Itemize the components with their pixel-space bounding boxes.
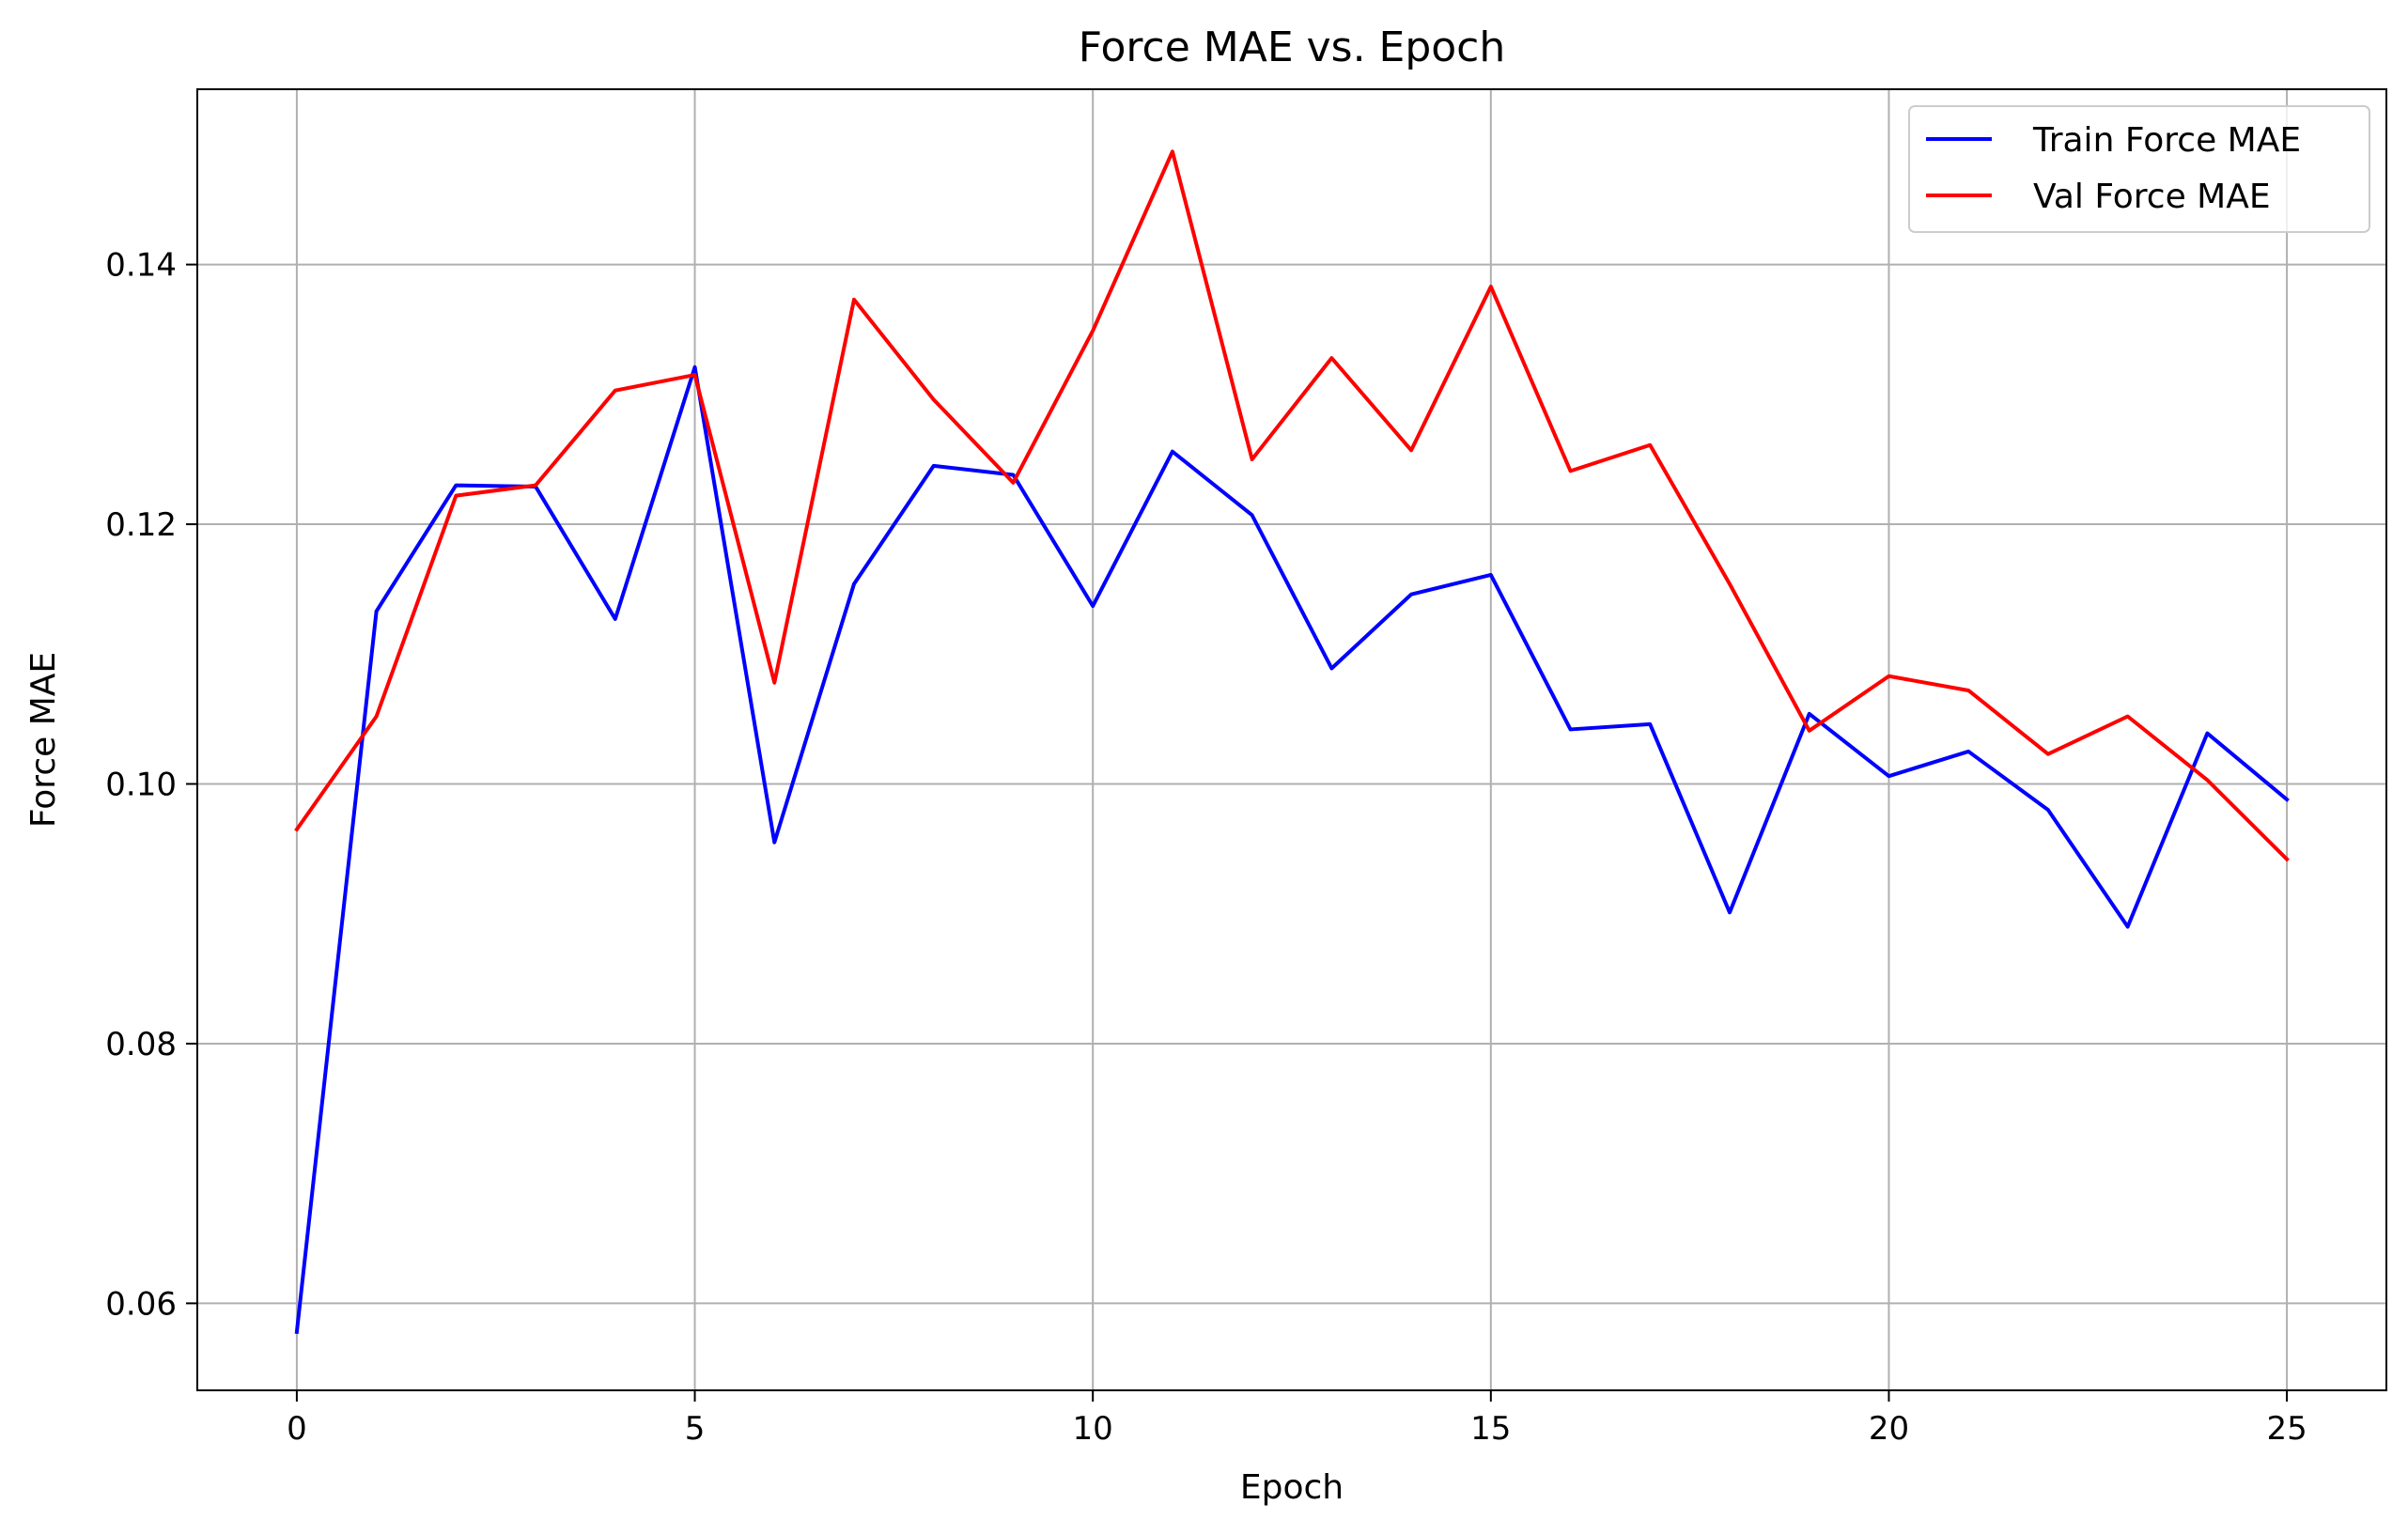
legend-entry-label: Val Force MAE: [2033, 178, 2271, 216]
grid-lines: [197, 89, 2386, 1390]
legend-box: [1908, 105, 2370, 233]
x-tick-label: 15: [1470, 1410, 1511, 1448]
x-tick-label: 25: [2266, 1410, 2307, 1448]
legend: Train Force MAE Val Force MAE: [1908, 105, 2370, 233]
x-tick-label: 10: [1073, 1410, 1113, 1448]
y-axis: 0.06 0.08 0.10 0.12 0.14: [105, 247, 197, 1323]
series-line-val-force-mae: [294, 149, 2290, 862]
y-tick-label: 0.10: [105, 766, 177, 803]
y-tick-label: 0.08: [105, 1026, 177, 1063]
y-tick-label: 0.06: [105, 1285, 177, 1323]
y-axis-label: Force MAE: [24, 652, 63, 828]
chart-title: Force MAE vs. Epoch: [1079, 23, 1506, 71]
x-axis-label: Epoch: [1240, 1468, 1344, 1507]
x-tick-label: 20: [1869, 1410, 1909, 1448]
x-tick-label: 5: [685, 1410, 706, 1448]
y-tick-label: 0.14: [105, 247, 177, 285]
legend-entry-label: Train Force MAE: [2032, 121, 2301, 160]
x-axis: 0 5 10 15 20 25: [287, 1390, 2307, 1448]
series-line-train-force-mae: [294, 364, 2290, 1335]
plot-frame: [196, 88, 2387, 1391]
y-tick-label: 0.12: [105, 506, 177, 544]
series-layer: [294, 149, 2290, 1335]
x-tick-label: 0: [287, 1410, 307, 1448]
